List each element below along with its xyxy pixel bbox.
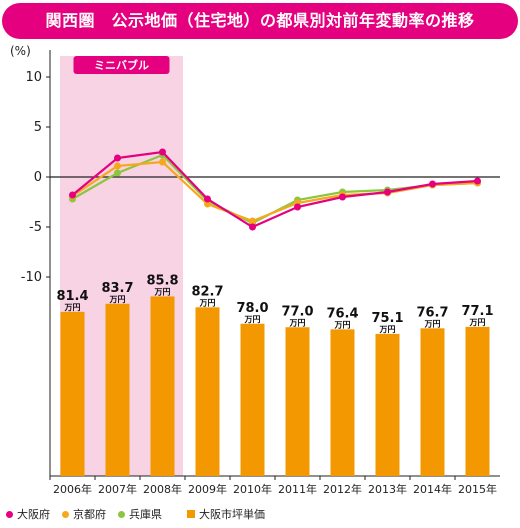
bar-unit-label: 万円 xyxy=(424,319,441,328)
bar-unit-label: 万円 xyxy=(154,287,171,296)
bar-value-label: 75.1 xyxy=(371,311,403,326)
x-tick-label: 2011年 xyxy=(278,482,317,496)
x-tick-label: 2013年 xyxy=(368,482,407,496)
y-tick-label: -10 xyxy=(21,270,42,285)
bar-unit-label: 万円 xyxy=(109,295,126,304)
legend-item: 大阪市坪単価 xyxy=(187,506,265,522)
bar xyxy=(285,327,310,476)
bar xyxy=(240,323,265,476)
series-point-0 xyxy=(249,223,256,231)
bar-value-label: 77.1 xyxy=(461,304,493,319)
legend-swatch xyxy=(62,510,69,518)
series-point-2 xyxy=(114,169,121,177)
bar xyxy=(375,333,400,476)
series-point-0 xyxy=(339,193,346,201)
bar-value-label: 76.4 xyxy=(326,306,358,321)
bar xyxy=(105,303,130,476)
legend-item: 大阪府 xyxy=(6,506,50,522)
bar-unit-label: 万円 xyxy=(379,325,396,334)
bar-unit-label: 万円 xyxy=(469,318,486,327)
series-point-1 xyxy=(204,200,211,208)
x-tick-label: 2006年 xyxy=(53,482,92,496)
x-tick-label: 2008年 xyxy=(143,482,182,496)
bar-value-label: 81.4 xyxy=(56,289,88,304)
y-unit-label: (%) xyxy=(10,44,31,58)
bar-unit-label: 万円 xyxy=(199,298,216,307)
legend-swatch xyxy=(118,510,125,518)
x-tick-label: 2009年 xyxy=(188,482,227,496)
legend-swatch xyxy=(6,510,13,518)
bar-value-label: 78.0 xyxy=(236,301,268,316)
bar xyxy=(420,328,445,476)
series-point-0 xyxy=(114,154,121,162)
chart-title: 関西圏 公示地価（住宅地）の都県別対前年変動率の推移 xyxy=(45,11,475,30)
series-point-0 xyxy=(429,180,436,188)
legend-label: 大阪府 xyxy=(17,508,50,521)
x-tick-label: 2014年 xyxy=(413,482,452,496)
bar-value-label: 76.7 xyxy=(416,305,448,320)
bar-value-label: 77.0 xyxy=(281,304,313,319)
legend-item: 兵庫県 xyxy=(118,506,162,522)
y-tick-label: 0 xyxy=(34,170,42,185)
series-point-1 xyxy=(114,162,121,170)
bar-unit-label: 万円 xyxy=(289,318,306,327)
legend-swatch xyxy=(187,510,195,518)
series-point-1 xyxy=(249,217,256,225)
y-tick-label: 5 xyxy=(34,120,42,135)
series-point-0 xyxy=(204,195,211,203)
y-tick-label: -5 xyxy=(29,220,42,235)
highlight-label-bg xyxy=(73,56,170,74)
series-point-0 xyxy=(69,191,76,199)
series-point-1 xyxy=(159,158,166,166)
highlight-label: ミニバブル xyxy=(94,58,149,72)
bar xyxy=(150,296,175,476)
legend-item: 京都府 xyxy=(62,506,106,522)
bar xyxy=(60,311,85,476)
y-tick-label: 10 xyxy=(25,70,42,85)
legend-label: 兵庫県 xyxy=(129,508,162,521)
x-tick-label: 2010年 xyxy=(233,482,272,496)
bar-value-label: 83.7 xyxy=(101,281,133,296)
legend: 大阪府 京都府 兵庫県 大阪市坪単価 xyxy=(0,504,520,524)
bar xyxy=(330,329,355,476)
bar xyxy=(195,307,220,476)
bar xyxy=(465,326,490,476)
series-point-0 xyxy=(384,188,391,196)
bar-value-label: 85.8 xyxy=(146,273,178,288)
x-tick-label: 2007年 xyxy=(98,482,137,496)
series-point-0 xyxy=(159,148,166,156)
series-point-0 xyxy=(294,203,301,211)
x-tick-label: 2015年 xyxy=(458,482,497,496)
bar-unit-label: 万円 xyxy=(64,303,81,312)
bar-unit-label: 万円 xyxy=(334,320,351,329)
series-line-0 xyxy=(71,150,478,229)
x-tick-label: 2012年 xyxy=(323,482,362,496)
bar-value-label: 82.7 xyxy=(191,284,223,299)
title-bar: 関西圏 公示地価（住宅地）の都県別対前年変動率の推移 xyxy=(2,3,518,39)
legend-label: 大阪市坪単価 xyxy=(199,508,265,521)
legend-label: 京都府 xyxy=(73,508,106,521)
series-point-0 xyxy=(474,177,481,185)
bar-unit-label: 万円 xyxy=(244,315,261,324)
